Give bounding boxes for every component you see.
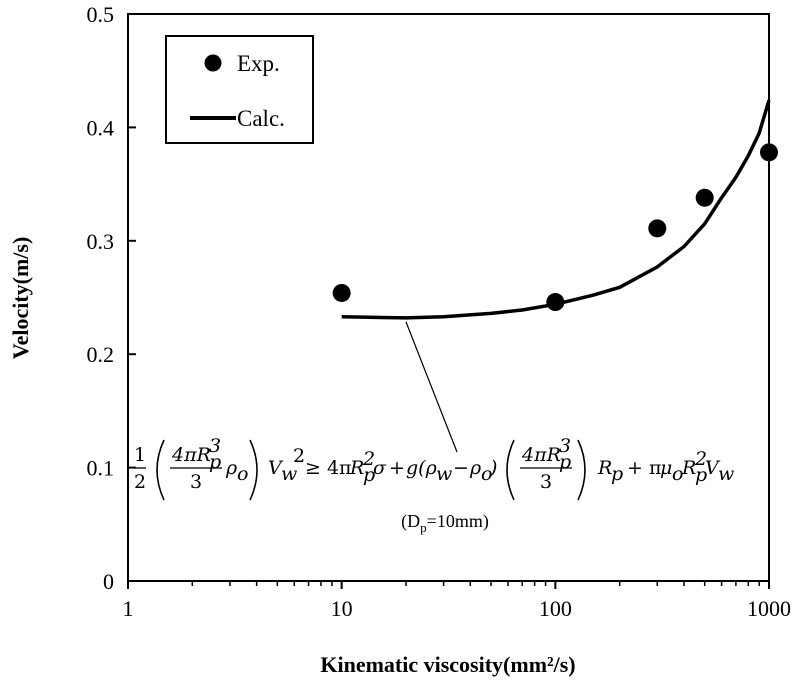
svg-text:w: w (718, 463, 734, 485)
svg-text:2: 2 (134, 471, 146, 493)
calc-line (341, 99, 771, 320)
svg-text:p: p (611, 463, 623, 485)
x-tick-label: 10 (331, 596, 353, 621)
exp-point (648, 219, 667, 238)
svg-text:3: 3 (540, 471, 552, 493)
svg-text:ρ: ρ (225, 457, 238, 479)
svg-text:V: V (268, 457, 284, 479)
x-axis-title: Kinematic viscosity(mm²/s) (320, 652, 575, 677)
y-tick-label: 0.2 (87, 342, 115, 367)
svg-text:σ: σ (373, 457, 387, 479)
legend-label-exp: Exp. (237, 51, 280, 76)
exp-point (695, 188, 714, 207)
y-tick-label: 0.4 (87, 115, 115, 140)
plot-area (127, 13, 770, 582)
svg-text:μ: μ (660, 457, 672, 479)
series-layer (332, 99, 778, 320)
svg-text:): ) (489, 457, 497, 479)
svg-text:V: V (705, 457, 721, 479)
svg-text:4πR: 4πR (171, 444, 211, 466)
svg-text:3: 3 (559, 435, 571, 457)
svg-text:2: 2 (694, 448, 707, 470)
svg-text:p: p (695, 464, 707, 486)
svg-text:R: R (681, 457, 696, 479)
svg-text:2: 2 (362, 448, 375, 470)
svg-text:w: w (281, 463, 297, 485)
svg-text:3: 3 (209, 435, 221, 457)
svg-text:ρ: ρ (469, 457, 482, 479)
svg-text:≥ 4π: ≥ 4π (305, 457, 352, 479)
svg-text:g(ρ: g(ρ (406, 457, 438, 479)
legend: Exp. Calc. (165, 35, 314, 144)
svg-text:o: o (237, 463, 248, 485)
svg-text:1: 1 (134, 444, 146, 466)
svg-text:4πR: 4πR (521, 444, 561, 466)
y-axis-title: Velocity(m/s) (8, 237, 33, 360)
x-tick-label: 100 (539, 596, 572, 621)
exp-point (332, 283, 351, 302)
svg-text:2: 2 (293, 445, 305, 467)
legend-box (165, 35, 314, 144)
exp-point (760, 143, 778, 162)
svg-text:p: p (559, 451, 571, 473)
x-tick-label: 1 (123, 596, 134, 621)
svg-text:R: R (349, 457, 364, 479)
legend-marker-exp (204, 54, 222, 72)
y-axis-ticks: 0 0.1 0.2 0.3 0.4 0.5 (87, 2, 136, 594)
svg-text:o: o (672, 463, 683, 485)
annotation-note: (Dp=10mm) (401, 511, 489, 535)
svg-text:w: w (436, 463, 452, 485)
svg-text:R: R (597, 457, 612, 479)
y-tick-label: 0.3 (87, 229, 115, 254)
svg-text:o: o (481, 463, 492, 485)
svg-text:−: − (453, 457, 469, 479)
svg-text:p: p (209, 451, 221, 473)
svg-text:3: 3 (190, 471, 202, 493)
svg-text:+: + (389, 457, 405, 479)
legend-label-calc: Calc. (237, 106, 285, 131)
svg-text:p: p (363, 464, 375, 486)
x-tick-label: 1000 (747, 596, 791, 621)
x-axis-ticks: 1 10 100 1000 (123, 581, 791, 621)
annotation-pointer (405, 321, 458, 453)
y-tick-label: 0 (103, 569, 114, 594)
y-tick-label: 0.1 (87, 456, 115, 481)
equation-annotation: 1 2 4πR 3 p 3 ρ o V w 2 ≥ 4π R 2 p σ + g… (134, 435, 734, 501)
y-tick-label: 0.5 (87, 2, 115, 27)
svg-text:+ π: + π (627, 457, 661, 479)
